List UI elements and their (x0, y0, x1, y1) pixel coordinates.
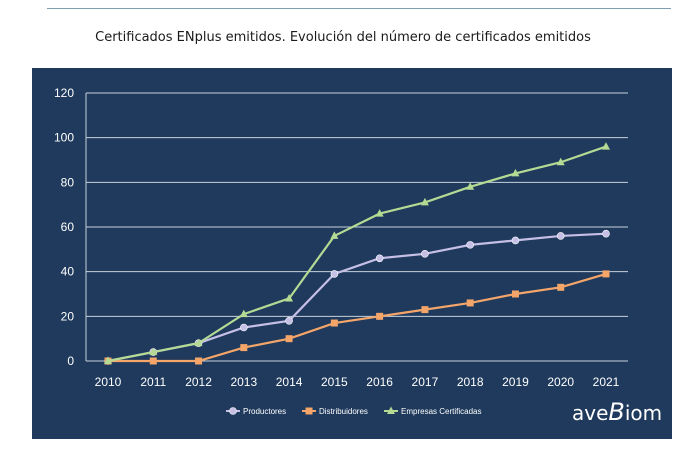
y-tick-label: 40 (61, 265, 75, 279)
data-point (466, 241, 474, 249)
data-point (195, 357, 203, 365)
data-point (194, 338, 203, 347)
series-line-empresas-certificadas (107, 145, 607, 363)
chart-title: Certificados ENplus emitidos. Evolución … (95, 30, 591, 45)
x-tick-label: 2017 (412, 375, 439, 389)
data-point (511, 236, 520, 245)
x-tick-label: 2021 (593, 375, 620, 389)
legend-marker (305, 407, 313, 415)
x-tick-label: 2014 (276, 375, 303, 389)
y-tick-label: 100 (54, 131, 74, 145)
data-point (376, 312, 384, 320)
data-point (149, 347, 158, 356)
x-tick-label: 2018 (457, 375, 484, 389)
data-point (149, 357, 157, 365)
data-point (511, 290, 519, 298)
data-point (285, 316, 293, 325)
data-point (602, 229, 610, 238)
avebiom-logo: aveBiom (572, 398, 663, 426)
data-point (285, 293, 294, 302)
top-divider (47, 8, 671, 9)
data-point (420, 197, 429, 206)
y-tick-label: 20 (61, 309, 75, 323)
data-point (557, 283, 565, 291)
legend-label: Distribuidores (319, 407, 368, 416)
data-point (239, 309, 248, 318)
data-point (375, 209, 384, 217)
data-point (285, 335, 293, 343)
legend-marker (387, 406, 395, 414)
chart-panel (32, 68, 672, 439)
y-tick-label: 0 (67, 354, 74, 368)
data-point (556, 232, 565, 240)
x-tick-label: 2016 (366, 375, 393, 389)
data-point (330, 231, 339, 239)
series-line-productores (107, 232, 607, 363)
x-tick-label: 2015 (321, 375, 348, 389)
y-tick-label: 80 (61, 175, 75, 189)
x-tick-label: 2011 (140, 375, 166, 389)
data-point (330, 270, 339, 278)
x-tick-label: 2020 (547, 375, 574, 389)
data-point (240, 344, 248, 352)
data-point (330, 319, 338, 327)
y-tick-label: 60 (61, 220, 75, 234)
data-point (602, 270, 610, 278)
data-point (466, 182, 475, 190)
y-tick-label: 120 (54, 86, 74, 100)
data-point (602, 142, 610, 150)
x-tick-label: 2013 (230, 375, 257, 389)
data-point (421, 306, 429, 314)
data-point (240, 323, 248, 332)
legend-label: Productores (243, 407, 286, 416)
x-tick-label: 2010 (95, 375, 122, 389)
data-point (375, 254, 384, 263)
legend-label: Empresas Certificadas (401, 407, 481, 416)
x-tick-label: 2012 (185, 375, 212, 389)
x-tick-label: 2019 (502, 375, 529, 389)
series-line-distribuidores (108, 272, 607, 363)
data-point (511, 168, 520, 177)
data-point (421, 250, 429, 258)
data-point (556, 157, 565, 166)
data-point (104, 356, 112, 364)
legend-marker (229, 407, 237, 415)
data-point (466, 299, 474, 307)
